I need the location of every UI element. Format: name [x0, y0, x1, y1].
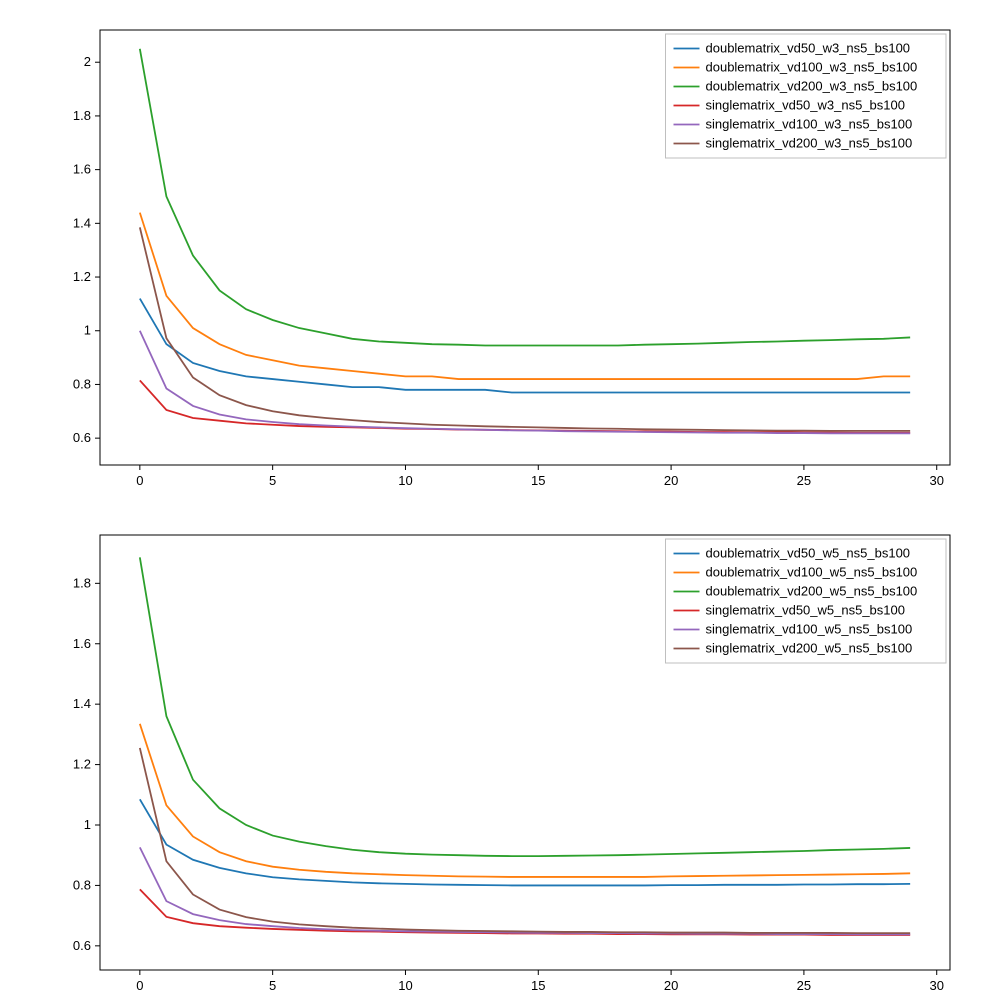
- y-tick-label: 0.8: [73, 877, 91, 892]
- legend-label: doublematrix_vd50_w5_ns5_bs100: [706, 546, 911, 561]
- series-line: [140, 748, 910, 933]
- y-tick-label: 1.2: [73, 757, 91, 772]
- x-tick-label: 15: [531, 978, 545, 993]
- figure: 0.60.811.21.41.61.82051015202530doublema…: [0, 0, 1000, 1000]
- x-tick-label: 0: [136, 978, 143, 993]
- x-tick-label: 5: [269, 978, 276, 993]
- y-tick-label: 0.6: [73, 938, 91, 953]
- series-line: [140, 724, 910, 877]
- series-line: [140, 799, 910, 885]
- x-tick-label: 20: [664, 978, 678, 993]
- x-tick-label: 30: [929, 978, 943, 993]
- legend-label: singlematrix_vd200_w5_ns5_bs100: [706, 641, 913, 656]
- series-line: [140, 889, 910, 935]
- legend-label: doublematrix_vd100_w5_ns5_bs100: [706, 565, 918, 580]
- y-tick-label: 1.4: [73, 696, 91, 711]
- y-tick-label: 1.8: [73, 575, 91, 590]
- legend: doublematrix_vd50_w5_ns5_bs100 doublematr…: [666, 539, 947, 663]
- y-tick-label: 1: [84, 817, 91, 832]
- y-tick-label: 1.6: [73, 636, 91, 651]
- series-line: [140, 847, 910, 934]
- x-tick-label: 25: [797, 978, 811, 993]
- chart-panel-bottom: 0.6 0.8 1 1.2 1.4 1.6 1.8 0 5 10 15 20 25 30 doublemat…: [0, 0, 1000, 1000]
- legend-label: singlematrix_vd50_w5_ns5_bs100: [706, 603, 905, 618]
- x-tick-label: 10: [398, 978, 412, 993]
- legend-label: doublematrix_vd200_w5_ns5_bs100: [706, 584, 918, 599]
- legend-label: singlematrix_vd100_w5_ns5_bs100: [706, 622, 913, 637]
